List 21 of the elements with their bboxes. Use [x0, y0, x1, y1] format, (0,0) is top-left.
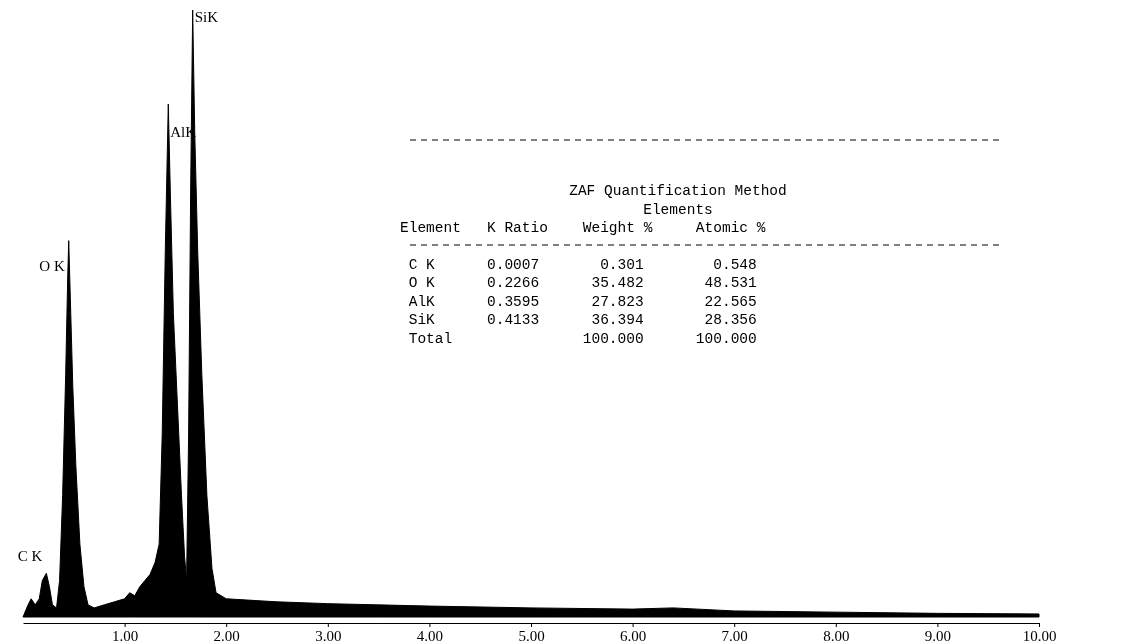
- x-tick-label: 9.00: [924, 627, 952, 644]
- annotation: SiK: [194, 9, 219, 26]
- x-tick-label: 3.00: [315, 627, 342, 644]
- annotation: C K 0.0007 0.301 0.548: [400, 256, 757, 273]
- x-tick-label: 10.00: [1022, 627, 1057, 644]
- annotation: ZAF Quantification Method: [569, 183, 787, 199]
- annotation: AlK 0.3595 27.823 22.565: [400, 293, 757, 310]
- annotation: C K: [17, 548, 43, 565]
- annotation: O K: [39, 258, 65, 275]
- x-tick-label: 4.00: [416, 627, 444, 644]
- x-tick-label: 1.00: [111, 627, 139, 644]
- annotation: Elements: [643, 201, 713, 218]
- x-tick-label: 6.00: [619, 627, 647, 644]
- annotation: SiK 0.4133 36.394 28.356: [400, 312, 757, 328]
- x-tick-label: 8.00: [823, 627, 850, 644]
- x-tick-label: 5.00: [518, 627, 545, 644]
- x-tick-label: 2.00: [213, 627, 240, 644]
- annotation: Element K Ratio Weight % Atomic %: [400, 220, 766, 236]
- annotation: Total 100.000 100.000: [400, 330, 757, 347]
- annotation: O K 0.2266 35.482 48.531: [400, 275, 757, 291]
- x-tick-label: 7.00: [721, 627, 748, 644]
